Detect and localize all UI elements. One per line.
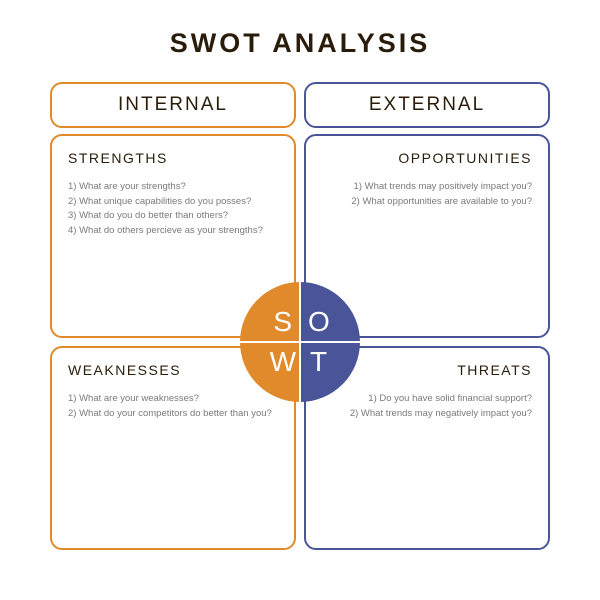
header-internal: INTERNAL	[50, 82, 296, 128]
opportunities-items: 1) What trends may positively impact you…	[322, 180, 532, 209]
swot-grid: STRENGTHS 1) What are your strengths?2) …	[50, 134, 550, 550]
strengths-title: STRENGTHS	[68, 150, 278, 166]
circle-divider-vertical	[299, 282, 301, 402]
column-headers: INTERNAL EXTERNAL	[50, 82, 550, 128]
header-external: EXTERNAL	[304, 82, 550, 128]
swot-container: INTERNAL EXTERNAL STRENGTHS 1) What are …	[50, 82, 550, 550]
circle-letter-s: S	[240, 282, 300, 342]
page-title: SWOT ANALYSIS	[0, 0, 600, 59]
center-circle: S O W T	[240, 282, 360, 402]
circle-letter-t: T	[300, 342, 360, 402]
circle-divider-horizontal	[240, 341, 360, 343]
circle-letter-o: O	[300, 282, 360, 342]
strengths-items: 1) What are your strengths?2) What uniqu…	[68, 180, 278, 239]
circle-letter-w: W	[240, 342, 300, 402]
opportunities-title: OPPORTUNITIES	[322, 150, 532, 166]
